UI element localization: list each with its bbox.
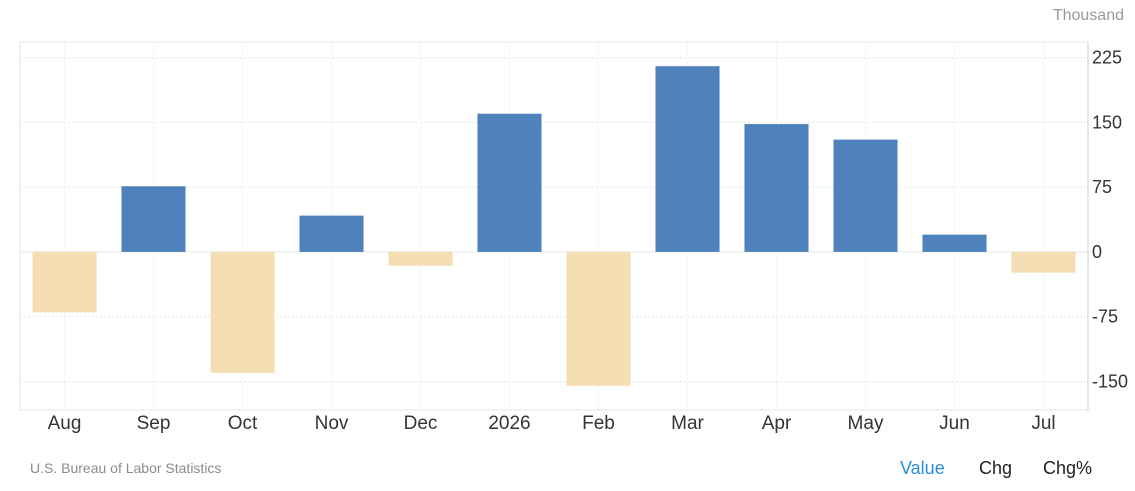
y-tick-label: -150 [1092,371,1128,391]
y-tick-label: -75 [1092,307,1118,327]
source-label: U.S. Bureau of Labor Statistics [30,460,222,476]
x-tick-label: Sep [137,413,171,434]
bar-nov [299,215,364,252]
y-axis-labels: 225 150 75 0 -75 -150 [1092,48,1128,392]
x-tick-label: Dec [404,413,438,434]
x-tick-label: Oct [228,413,258,434]
bar-dec [388,251,453,266]
x-tick-label: Mar [671,413,704,434]
y-tick-label: 225 [1092,48,1122,68]
x-tick-label: Apr [762,413,792,434]
bar-mar [655,66,720,252]
x-tick-label: May [848,413,884,434]
tab-chg-pct[interactable]: Chg% [1043,458,1093,478]
bars [32,66,1076,386]
bar-feb [566,251,631,386]
x-tick-label: Jun [939,413,970,434]
bar-2026 [477,113,542,252]
y-tick-label: 150 [1092,112,1122,132]
bar-aug [32,251,97,313]
x-axis-labels: Aug Sep Oct Nov Dec 2026 Feb Mar Apr May Jun Jul [48,413,1056,434]
x-tick-label: Jul [1031,413,1055,434]
bar-jul [1011,251,1076,273]
x-tick-label: Aug [48,413,82,434]
y-tick-label: 75 [1092,177,1112,197]
tab-chg[interactable]: Chg [979,458,1013,478]
x-tick-label: Feb [582,413,615,434]
bar-apr [744,124,809,252]
bar-sep [121,186,186,252]
x-tick-label: 2026 [488,413,530,434]
bar-jun [922,234,987,252]
tab-value[interactable]: Value [900,458,945,478]
bar-may [833,139,898,252]
unit-label: Thousand [1052,7,1124,24]
y-tick-label: 0 [1092,242,1102,262]
bar-oct [210,251,275,373]
x-tick-label: Nov [315,413,349,434]
